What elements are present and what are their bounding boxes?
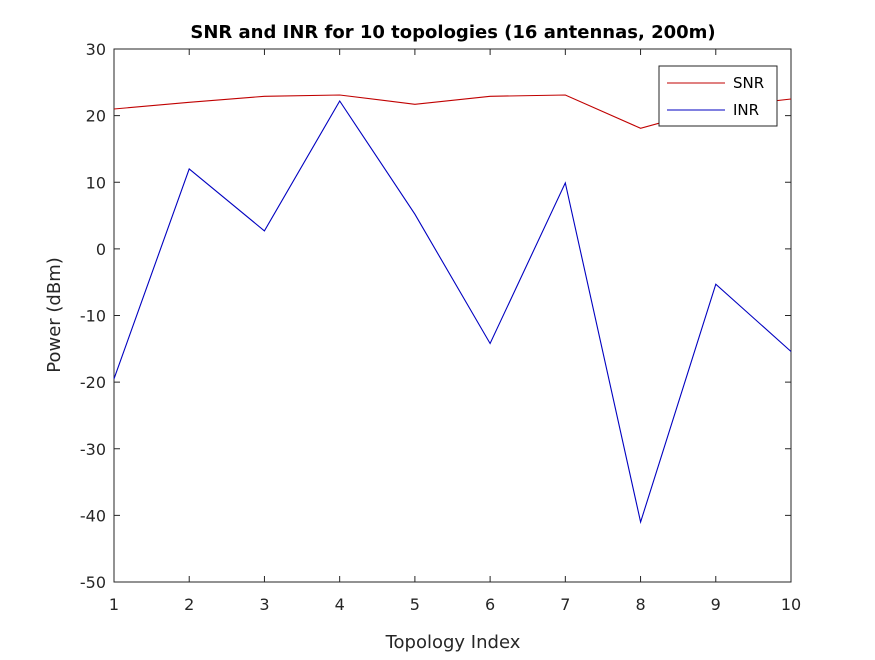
- legend-label-snr: SNR: [733, 74, 764, 92]
- y-tick-label: 0: [96, 240, 106, 259]
- x-tick-label: 7: [560, 595, 570, 614]
- y-tick-label: -50: [80, 573, 106, 592]
- x-tick-label: 9: [711, 595, 721, 614]
- chart-title: SNR and INR for 10 topologies (16 antenn…: [190, 22, 715, 43]
- axes: 1 2 3 4 5 6 7 8 9 10 -50 -40 -30 -20 -10 0 10 20 30: [80, 40, 801, 614]
- y-tick-label: -20: [80, 373, 106, 392]
- legend-box: [658, 65, 778, 127]
- x-tick-label: 5: [410, 595, 420, 614]
- legend-label-inr: INR: [733, 101, 759, 119]
- y-axis-label: Power (dBm): [44, 257, 65, 373]
- y-tick-label: -40: [80, 506, 106, 525]
- plot-area-frame: [113, 48, 792, 583]
- y-tick-label: -30: [80, 440, 106, 459]
- x-tick-label: 10: [781, 595, 801, 614]
- x-tick-label: 8: [635, 595, 645, 614]
- y-tick-label: 30: [86, 40, 106, 59]
- x-axis-label: Topology Index: [385, 632, 521, 653]
- legend: SNR INR: [658, 65, 778, 127]
- x-tick-label: 3: [259, 595, 269, 614]
- x-tick-label: 2: [184, 595, 194, 614]
- x-tick-label: 6: [485, 595, 495, 614]
- y-tick-label: 10: [86, 173, 106, 192]
- x-tick-label: 1: [109, 595, 119, 614]
- y-tick-label: -10: [80, 307, 106, 326]
- y-tick-label: 20: [86, 107, 106, 126]
- series-line-inr: [113, 99, 792, 525]
- x-tick-label: 4: [335, 595, 345, 614]
